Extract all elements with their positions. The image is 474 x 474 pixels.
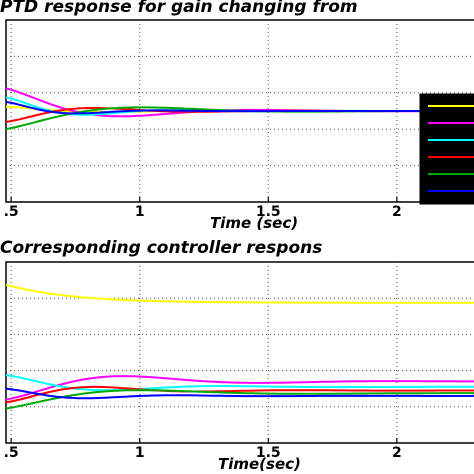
chart-2-series-3-line xyxy=(5,374,474,392)
chart-2-series-5-line xyxy=(5,389,474,410)
chart-2-xlabel: Time(sec) xyxy=(218,455,301,473)
chart-1-xlabel: Time (sec) xyxy=(210,214,299,232)
chart-2-tick-label: 1 xyxy=(135,445,145,461)
chart-1-series-6-line xyxy=(5,100,474,115)
chart-1-tick-label: .5 xyxy=(4,204,19,220)
chart-2-title: Corresponding controller respons xyxy=(0,238,323,258)
chart-1-tick-label: 2 xyxy=(392,204,402,220)
chart-2-series-2-line xyxy=(5,375,474,401)
chart-2-series-1-line xyxy=(5,283,474,304)
chart-2-tick-label: .5 xyxy=(4,445,19,461)
chart-1-title: PTD response for gain changing from xyxy=(0,0,358,17)
chart-2-tick-label: 2 xyxy=(392,445,402,461)
chart-1-legend xyxy=(419,93,474,205)
chart-1-tick-label: 1 xyxy=(135,204,145,220)
chart-2-series-4-line xyxy=(5,385,474,404)
chart-1-tick-label: 1.5 xyxy=(256,204,281,220)
chart-2-axes xyxy=(5,261,474,444)
chart-2-series-6-line xyxy=(5,387,474,400)
chart-2-tick-label: 1.5 xyxy=(256,445,281,461)
